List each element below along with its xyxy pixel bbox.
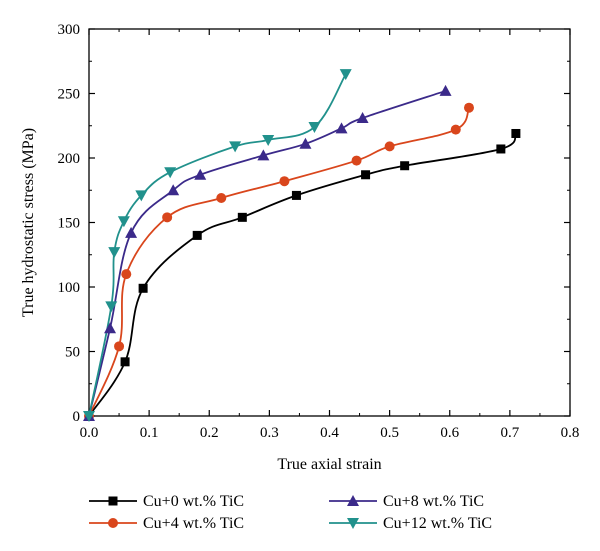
legend-item: Cu+12 wt.% TiC bbox=[329, 515, 492, 532]
x-tick-label: 0.1 bbox=[140, 425, 159, 441]
data-point bbox=[463, 102, 474, 113]
data-point bbox=[400, 161, 410, 171]
data-point bbox=[167, 184, 180, 196]
data-point bbox=[114, 341, 125, 352]
legend-label: Cu+8 wt.% TiC bbox=[383, 493, 484, 510]
legend-marker bbox=[108, 496, 118, 506]
data-point bbox=[162, 212, 173, 223]
y-tick-label: 200 bbox=[58, 151, 81, 167]
x-tick-label: 0.8 bbox=[561, 425, 580, 441]
x-axis-label: True axial strain bbox=[277, 456, 381, 473]
data-point bbox=[229, 141, 242, 153]
x-tick-label: 0.2 bbox=[200, 425, 219, 441]
data-point bbox=[496, 144, 506, 154]
legend-label: Cu+0 wt.% TiC bbox=[143, 493, 244, 510]
legend-label: Cu+12 wt.% TiC bbox=[383, 515, 492, 532]
legend-item: Cu+8 wt.% TiC bbox=[329, 493, 484, 510]
data-point bbox=[291, 190, 301, 200]
x-tick-label: 0.7 bbox=[501, 425, 520, 441]
y-tick-label: 250 bbox=[58, 87, 81, 103]
data-point bbox=[164, 167, 177, 179]
data-point bbox=[237, 212, 247, 222]
series-line-2 bbox=[88, 90, 446, 417]
y-tick-label: 50 bbox=[65, 345, 80, 361]
data-point bbox=[108, 247, 121, 259]
series-markers-3 bbox=[83, 69, 352, 422]
series-line-0 bbox=[88, 132, 517, 417]
series-line-1 bbox=[88, 107, 470, 417]
legend-marker bbox=[347, 495, 359, 506]
x-tick-label: 0.5 bbox=[380, 425, 399, 441]
data-point bbox=[104, 322, 117, 334]
y-tick-label: 100 bbox=[58, 280, 81, 296]
series-line-3 bbox=[88, 73, 347, 417]
y-tick-label: 0 bbox=[73, 409, 81, 425]
data-point bbox=[308, 122, 321, 134]
data-point bbox=[339, 69, 352, 81]
legend-marker bbox=[347, 518, 359, 529]
series-lines bbox=[88, 73, 517, 417]
data-point bbox=[121, 269, 132, 280]
data-point bbox=[262, 134, 275, 146]
data-point bbox=[335, 122, 348, 134]
series-markers-2 bbox=[83, 84, 452, 421]
data-point bbox=[83, 411, 95, 422]
data-point bbox=[135, 190, 148, 202]
legend-item: Cu+0 wt.% TiC bbox=[89, 493, 244, 510]
data-point bbox=[125, 226, 138, 238]
legend: Cu+0 wt.% TiC Cu+8 wt.% TiC Cu+4 wt.% TiC C… bbox=[89, 493, 492, 532]
data-point bbox=[105, 301, 118, 313]
x-tick-label: 0.0 bbox=[80, 425, 99, 441]
series-markers-0 bbox=[84, 128, 521, 421]
y-tick-label: 300 bbox=[58, 22, 81, 38]
data-point bbox=[117, 216, 130, 228]
data-point bbox=[384, 141, 395, 152]
data-point bbox=[439, 84, 452, 96]
data-point bbox=[257, 149, 270, 161]
data-point bbox=[299, 137, 312, 149]
x-tick-label: 0.4 bbox=[320, 425, 339, 441]
data-point bbox=[216, 192, 227, 203]
data-point bbox=[120, 357, 130, 367]
x-tick-label: 0.3 bbox=[260, 425, 279, 441]
data-point bbox=[450, 124, 461, 135]
x-tick-label: 0.6 bbox=[440, 425, 459, 441]
series-markers bbox=[83, 69, 521, 422]
data-point bbox=[511, 128, 521, 138]
legend-label: Cu+4 wt.% TiC bbox=[143, 515, 244, 532]
data-point bbox=[361, 170, 371, 180]
data-point bbox=[138, 283, 148, 293]
data-point bbox=[279, 176, 290, 187]
data-point bbox=[351, 155, 362, 166]
legend-marker bbox=[108, 518, 118, 528]
y-axis-label: True hydrostatic stress (MPa) bbox=[20, 128, 37, 317]
axis-ticks bbox=[88, 28, 571, 417]
tick-labels: 0.0 0.1 0.2 0.3 0.4 0.5 0.6 0.7 0.8 0 50 100 150 200 2… bbox=[58, 22, 580, 441]
data-point bbox=[192, 230, 202, 240]
y-tick-label: 150 bbox=[58, 216, 81, 232]
legend-item: Cu+4 wt.% TiC bbox=[89, 515, 244, 532]
data-point bbox=[356, 112, 369, 124]
data-point bbox=[194, 168, 207, 180]
